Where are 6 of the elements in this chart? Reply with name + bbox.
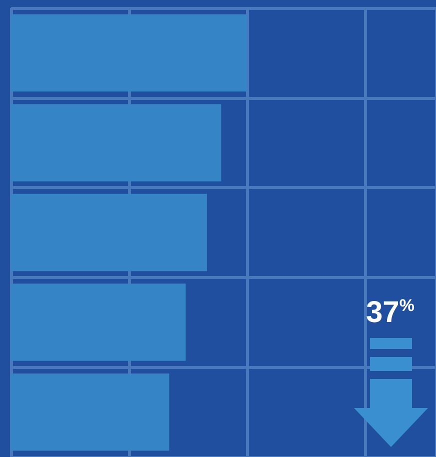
bar bbox=[11, 194, 207, 272]
bar bbox=[11, 104, 222, 182]
bar bbox=[11, 14, 248, 92]
bar bbox=[11, 373, 170, 451]
bar bbox=[11, 284, 186, 361]
text: 37$^{%}$ bbox=[366, 296, 414, 330]
